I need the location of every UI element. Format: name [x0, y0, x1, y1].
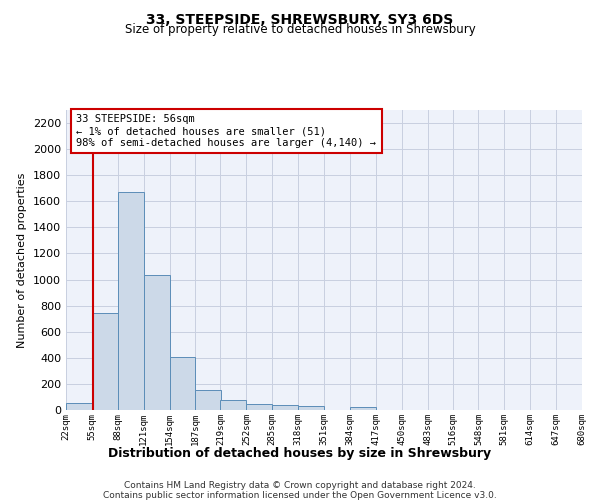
Bar [92, 313, 118, 410]
Text: Size of property relative to detached houses in Shrewsbury: Size of property relative to detached ho… [125, 22, 475, 36]
Bar [298, 406, 324, 410]
Bar [170, 357, 196, 410]
Text: Contains public sector information licensed under the Open Government Licence v3: Contains public sector information licen… [103, 491, 497, 500]
Bar [66, 404, 92, 410]
Text: 33, STEEPSIDE, SHREWSBURY, SY3 6DS: 33, STEEPSIDE, SHREWSBURY, SY3 6DS [146, 12, 454, 26]
Bar [350, 408, 376, 410]
Text: Contains HM Land Registry data © Crown copyright and database right 2024.: Contains HM Land Registry data © Crown c… [124, 481, 476, 490]
Bar [247, 404, 272, 410]
Y-axis label: Number of detached properties: Number of detached properties [17, 172, 28, 348]
Bar [272, 405, 298, 410]
Text: 33 STEEPSIDE: 56sqm
← 1% of detached houses are smaller (51)
98% of semi-detache: 33 STEEPSIDE: 56sqm ← 1% of detached hou… [76, 114, 376, 148]
Bar [143, 275, 170, 410]
Bar [220, 400, 247, 410]
Bar [196, 390, 221, 410]
Bar [118, 192, 143, 410]
Text: Distribution of detached houses by size in Shrewsbury: Distribution of detached houses by size … [109, 448, 491, 460]
